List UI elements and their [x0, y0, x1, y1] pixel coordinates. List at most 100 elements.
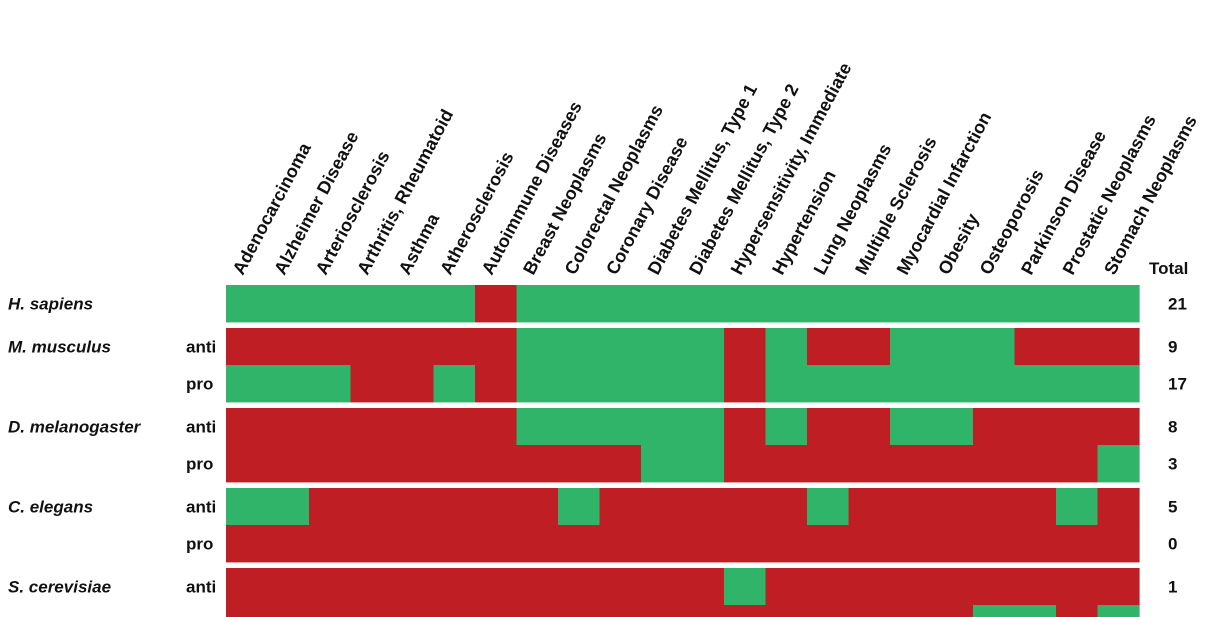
heatmap-cell	[309, 445, 352, 483]
heatmap-cell	[765, 408, 808, 446]
row-total: 9	[1168, 338, 1177, 357]
heatmap-cell	[433, 408, 476, 446]
heatmap-cell	[475, 328, 518, 366]
heatmap-cell	[516, 408, 559, 446]
heatmap-cell	[682, 408, 725, 446]
heatmap-cell	[1056, 525, 1099, 563]
heatmap-cell	[641, 365, 684, 403]
heatmap-cell	[267, 285, 310, 323]
heatmap-cell	[226, 488, 269, 526]
heatmap-cell	[724, 365, 767, 403]
heatmap-cell	[807, 328, 850, 366]
row-sublabel: anti	[186, 578, 216, 597]
heatmap-cell	[558, 525, 601, 563]
heatmap-cell	[848, 605, 891, 617]
heatmap-cell	[433, 328, 476, 366]
heatmap-cell	[765, 488, 808, 526]
row-total: 3	[1168, 615, 1177, 617]
heatmap-cell	[1097, 285, 1140, 323]
heatmap-cell	[931, 445, 974, 483]
heatmap-cell	[267, 568, 310, 606]
heatmap-cell	[558, 365, 601, 403]
heatmap-cell	[350, 605, 393, 617]
heatmap-cell	[682, 328, 725, 366]
row-sublabel: anti	[186, 338, 216, 357]
heatmap-cell	[350, 445, 393, 483]
species-label: S. cerevisiae	[8, 578, 111, 597]
heatmap-cell	[558, 605, 601, 617]
species-label: M. musculus	[8, 338, 111, 357]
species-label: D. melanogaster	[8, 418, 142, 437]
heatmap-cell	[641, 445, 684, 483]
heatmap-cell	[267, 365, 310, 403]
heatmap-cell	[1097, 525, 1140, 563]
heatmap-cell	[1097, 408, 1140, 446]
heatmap-cell	[724, 488, 767, 526]
heatmap-cell	[641, 525, 684, 563]
heatmap-cell	[682, 605, 725, 617]
heatmap-cell	[309, 365, 352, 403]
heatmap-cell	[641, 488, 684, 526]
row-total: 0	[1168, 535, 1177, 554]
heatmap-cell	[890, 525, 933, 563]
row-totals: 21 9 17 8 3 5 0 1 3	[1168, 295, 1187, 617]
row-total: 8	[1168, 418, 1177, 437]
heatmap-cell	[267, 408, 310, 446]
heatmap-cell	[931, 488, 974, 526]
heatmap-cell	[516, 568, 559, 606]
heatmap-cell	[599, 605, 642, 617]
heatmap-cell	[392, 488, 435, 526]
heatmap-cell	[1014, 445, 1057, 483]
heatmap-cell	[807, 488, 850, 526]
heatmap-cell	[558, 445, 601, 483]
heatmap-cell	[682, 365, 725, 403]
heatmap-cell	[890, 408, 933, 446]
heatmap-cell	[475, 525, 518, 563]
heatmap-cell	[309, 328, 352, 366]
heatmap-cell	[931, 365, 974, 403]
heatmap-cell	[641, 328, 684, 366]
heatmap-cell	[890, 568, 933, 606]
heatmap-cell	[475, 488, 518, 526]
heatmap-cell	[1097, 445, 1140, 483]
row-total: 1	[1168, 578, 1177, 597]
row-total: 21	[1168, 295, 1187, 314]
heatmap-cell	[433, 605, 476, 617]
heatmap-cell	[226, 568, 269, 606]
heatmap-cell	[392, 285, 435, 323]
heatmap-cell	[765, 365, 808, 403]
heatmap-cell	[1056, 328, 1099, 366]
heatmap-cell	[350, 408, 393, 446]
heatmap-cell	[682, 285, 725, 323]
heatmap-cell	[641, 605, 684, 617]
heatmap-cell	[848, 568, 891, 606]
heatmap-cell	[931, 328, 974, 366]
heatmap-cell	[848, 408, 891, 446]
heatmap-cell	[641, 408, 684, 446]
heatmap-cell	[1056, 445, 1099, 483]
heatmap-cell	[309, 285, 352, 323]
heatmap-cell	[973, 365, 1016, 403]
heatmap-cell	[973, 408, 1016, 446]
heatmap-cell	[973, 328, 1016, 366]
heatmap-cell	[599, 568, 642, 606]
heatmap-cell	[516, 605, 559, 617]
heatmap-cell	[392, 445, 435, 483]
heatmap-cell	[516, 328, 559, 366]
heatmap-cell	[475, 365, 518, 403]
heatmap-cell	[558, 488, 601, 526]
heatmap-cell	[724, 445, 767, 483]
heatmap-cell	[973, 445, 1016, 483]
heatmap-cell	[226, 525, 269, 563]
heatmap-cell	[807, 445, 850, 483]
heatmap-cell	[682, 525, 725, 563]
heatmap-cell	[599, 365, 642, 403]
heatmap-cell	[1014, 285, 1057, 323]
heatmap-cell	[392, 408, 435, 446]
heatmap-cell	[931, 285, 974, 323]
heatmap-cell	[973, 488, 1016, 526]
row-sublabel: pro	[186, 455, 213, 474]
species-label: C. elegans	[8, 498, 93, 517]
heatmap-cell	[226, 328, 269, 366]
